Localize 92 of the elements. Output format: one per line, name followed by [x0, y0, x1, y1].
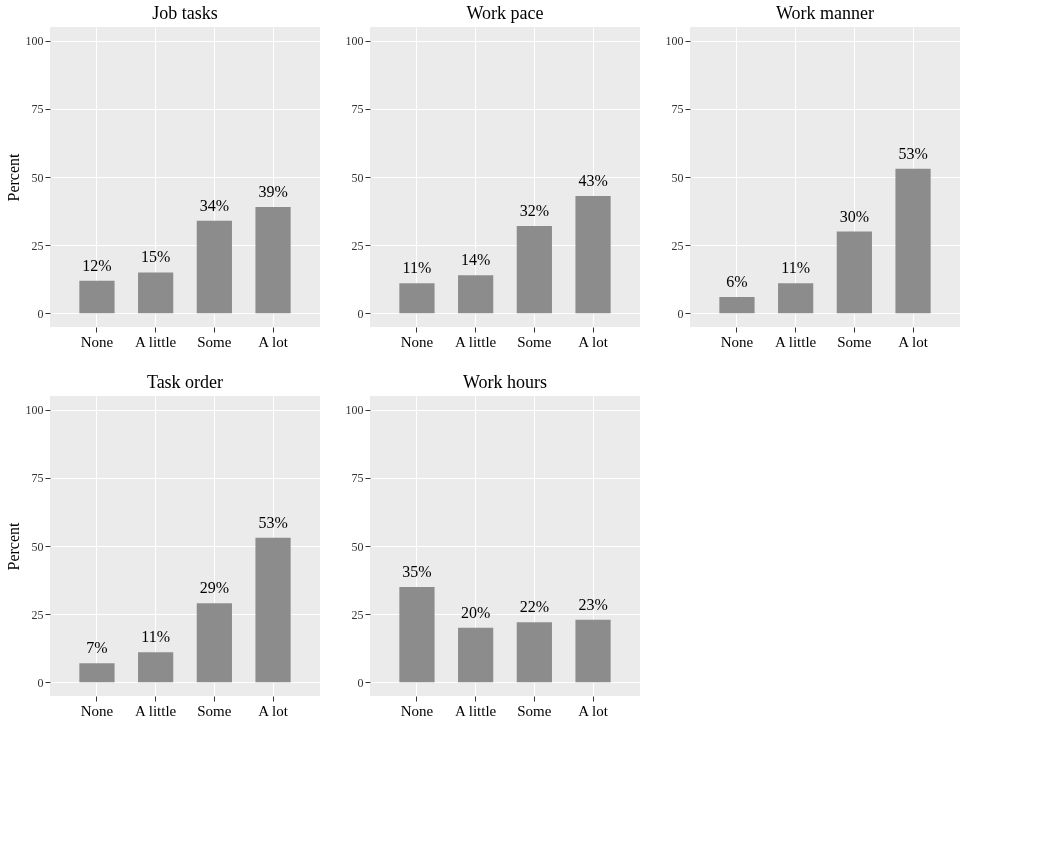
y-tick-label: 0 [37, 675, 44, 690]
x-tick-label: A little [775, 333, 817, 350]
data-label: 11% [141, 628, 171, 646]
y-tick-label: 25 [351, 238, 364, 253]
chart-title: Work pace [466, 3, 544, 23]
data-label: 11% [781, 259, 811, 277]
data-label: 7% [86, 639, 108, 657]
bar [255, 537, 291, 683]
chart-title: Work manner [775, 3, 875, 23]
y-tick-label: 75 [351, 471, 364, 486]
bar [79, 663, 115, 683]
y-tick-label: 50 [351, 539, 364, 554]
chart-title: Task order [146, 372, 224, 392]
y-tick-label: 75 [351, 102, 364, 117]
x-tick-label: Some [517, 333, 552, 350]
y-tick-label: 25 [31, 238, 44, 253]
y-axis-title: Percent [4, 521, 22, 571]
data-label: 14% [460, 251, 491, 269]
data-label: 53% [258, 513, 288, 531]
x-tick-label: Some [197, 702, 232, 719]
x-tick-label: None [400, 333, 434, 350]
x-tick-label: A lot [258, 702, 289, 719]
data-label: 29% [199, 579, 230, 597]
x-tick-label: A lot [258, 333, 289, 350]
y-tick-label: 0 [37, 306, 44, 321]
bar [255, 207, 291, 314]
y-tick-label: 25 [671, 238, 684, 253]
bar [196, 603, 232, 683]
x-tick-label: None [400, 702, 434, 719]
x-tick-label: None [80, 333, 114, 350]
data-label: 20% [460, 603, 491, 621]
y-tick-label: 100 [345, 34, 364, 49]
data-label: 35% [402, 562, 432, 580]
data-label: 15% [140, 248, 171, 266]
x-tick-label: Some [837, 333, 872, 350]
data-label: 23% [578, 595, 608, 613]
y-tick-label: 100 [25, 34, 44, 49]
data-label: 32% [519, 202, 550, 220]
y-tick-label: 0 [677, 306, 684, 321]
y-axis-title: Percent [4, 152, 22, 202]
y-tick-label: 50 [351, 170, 364, 185]
y-tick-label: 75 [31, 102, 44, 117]
bar [895, 168, 931, 314]
bar [778, 283, 814, 314]
data-label: 34% [199, 196, 230, 214]
data-label: 22% [519, 598, 550, 616]
bar [575, 619, 611, 683]
bar [458, 275, 494, 314]
y-tick-label: 0 [357, 306, 364, 321]
x-tick-label: A little [455, 333, 497, 350]
y-tick-label: 50 [31, 170, 44, 185]
bar [458, 627, 494, 683]
x-tick-label: None [80, 702, 114, 719]
bar [516, 226, 552, 314]
bar [719, 297, 755, 314]
x-tick-label: A little [455, 702, 497, 719]
bar [138, 652, 174, 683]
data-label: 30% [839, 207, 870, 225]
bar [399, 586, 435, 683]
y-tick-label: 75 [671, 102, 684, 117]
bar [196, 220, 232, 314]
y-tick-label: 100 [665, 34, 684, 49]
data-label: 43% [578, 172, 608, 190]
bar [836, 231, 872, 314]
x-tick-label: A little [135, 333, 177, 350]
chart-title: Work hours [462, 372, 548, 392]
y-tick-label: 75 [31, 471, 44, 486]
x-tick-label: A lot [898, 333, 929, 350]
data-label: 39% [258, 183, 288, 200]
y-tick-label: 0 [357, 675, 364, 690]
data-label: 6% [726, 273, 748, 290]
x-tick-label: None [720, 333, 754, 350]
data-label: 53% [898, 144, 928, 162]
x-tick-label: Some [517, 702, 552, 719]
bar [138, 272, 174, 314]
x-tick-label: A lot [578, 333, 609, 350]
bar [79, 280, 115, 314]
bar [575, 196, 611, 314]
chart-title: Job tasks [152, 3, 218, 23]
y-tick-label: 50 [31, 539, 44, 554]
y-tick-label: 25 [351, 607, 364, 622]
y-tick-label: 100 [25, 403, 44, 418]
y-tick-label: 25 [31, 607, 44, 622]
x-tick-label: A lot [578, 702, 609, 719]
x-tick-label: Some [197, 333, 232, 350]
bar [516, 622, 552, 683]
x-tick-label: A little [135, 702, 177, 719]
data-label: 12% [82, 256, 112, 274]
data-label: 11% [402, 259, 432, 277]
y-tick-label: 50 [671, 170, 684, 185]
y-tick-label: 100 [345, 403, 364, 418]
bar [399, 283, 435, 314]
